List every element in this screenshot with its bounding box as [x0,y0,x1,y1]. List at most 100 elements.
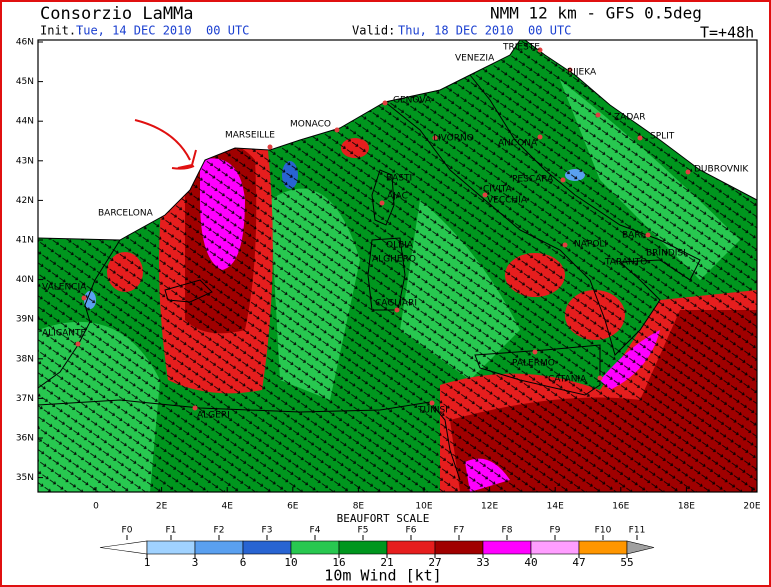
lat-labels: 46N 45N 44N 43N 42N 41N 40N 39N 38N 37N 36N 35N [16,38,43,483]
city-label: RIJEKA [567,68,597,78]
legend-swatch [194,540,244,555]
city-label: TRIESTE [502,43,540,53]
city-label: SPLIT [650,132,675,142]
threshold-label: 47 [572,556,585,569]
legend-title: BEAUFORT SCALE [337,512,430,525]
threshold-label: 3 [192,556,199,569]
city-label: BARCELONA [98,209,154,219]
lon-label: 4E [221,502,233,512]
city-label: ALGERI [197,411,230,421]
threshold-label: 16 [332,556,345,569]
legend-class: F1 [166,526,177,536]
lat-label: 40N [16,275,34,285]
lat-label: 38N [16,354,34,364]
legend-class: F0 [122,526,133,536]
lead-time: T=+48h [700,24,754,42]
legend-class: F6 [406,526,417,536]
city-label: ALICANTE [42,329,86,339]
threshold-label: 33 [476,556,489,569]
lat-label: 44N [16,117,34,127]
legend-swatch [482,540,532,555]
city-label: OLBIA [386,241,414,251]
legend-class: F8 [502,526,513,536]
city-label: TARANTO [604,258,647,268]
lon-label: 20E [743,502,760,512]
lat-label: 42N [16,196,34,206]
org: Consorzio LaMMa [40,4,194,24]
city-label: CATANIA [548,375,587,385]
lon-label: 0 [93,502,99,512]
city-label: VECCHIA [487,196,528,206]
legend-swatch [338,540,388,555]
legend-class: F7 [454,526,465,536]
city-label: LIVORNO [433,134,474,144]
model: NMM 12 km - GFS 0.5deg [490,4,702,23]
city-label: TUNISI [417,406,448,416]
threshold-label: 40 [524,556,537,569]
legend-class: F10 [595,526,612,536]
legend-class: F9 [550,526,561,536]
legend-class: F4 [310,526,321,536]
lat-label: 37N [16,394,34,404]
legend-swatch [434,540,484,555]
city-label: MONACO [290,120,331,130]
legend-class: F5 [358,526,369,536]
threshold-label: 6 [240,556,247,569]
city-label: PESCARA [512,175,554,185]
lon-labels: 0 2E 4E 6E 8E 10E 12E 14E 16E 18E 20E [93,487,761,512]
lat-label: 39N [16,315,34,325]
lat-label: 46N [16,38,34,48]
valid: Thu, 18 DEC 2010 00 UTC [398,24,571,38]
city-label: BASTI [386,174,412,184]
lat-label: 43N [16,156,34,166]
lon-label: 12E [481,502,498,512]
city-label: DUBROVNIK [694,165,749,175]
legend-caption: 10m Wind [kt] [324,567,441,585]
valid-label: Valid: [352,24,395,38]
legend-swatch [386,540,436,555]
city-label: VALENCIA [42,283,87,293]
legend-swatch [242,540,292,555]
lat-label: 41N [16,236,34,246]
lon-label: 2E [156,502,168,512]
legend-class: F2 [214,526,225,536]
init: Tue, 14 DEC 2010 00 UTC [76,24,249,38]
lon-label: 6E [287,502,299,512]
legend-class: F3 [262,526,273,536]
legend-swatch [530,540,580,555]
threshold-label: 27 [428,556,441,569]
lon-label: 10E [415,502,432,512]
city-label: ALGHERO [372,255,416,265]
city-label: NAPOLI [574,240,607,250]
threshold-label: 21 [380,556,393,569]
lon-label: 8E [353,502,365,512]
annotation-arrow [134,119,197,170]
city-label: MARSEILLE [225,131,275,141]
lon-label: 18E [678,502,695,512]
city-label: VENEZIA [455,54,495,64]
city-label: PALERMO [512,359,555,369]
lat-label: 35N [16,473,34,483]
city-label: ZADAR [614,113,646,123]
threshold-label: 55 [620,556,633,569]
legend-swatch [290,540,340,555]
legend-swatch [578,540,628,555]
city-label: BRINDISI [646,249,686,259]
city-label: CAGLIARI [375,299,417,309]
city-labels: TRIESTE VENEZIA RIJEKA GENOVA ZADAR MONACO MAR… [42,43,749,421]
legend: F0 F1 F2 F3 F4 F5 F6 F7 F8 F9 F10 F11 1 3 6 10 16 21 27 33 4… [99,526,655,569]
lon-label: 16E [612,502,629,512]
lon-label: 14E [547,502,564,512]
lat-label: 36N [16,434,34,444]
threshold-label: 10 [284,556,297,569]
legend-swatch [146,540,196,555]
city-label: AJAC [387,192,408,202]
legend-swatch [626,540,655,555]
threshold-label: 1 [144,556,151,569]
city-label: BARI [622,231,643,241]
legend-class: F11 [629,526,646,536]
map: 46N 45N 44N 43N 42N 41N 40N 39N 38N 37N 36N 35N 0 2E… [16,38,761,512]
init-label: Init.: [40,24,83,38]
city-label: ANCONA [498,139,538,149]
city-label: GENOVA [393,96,432,106]
